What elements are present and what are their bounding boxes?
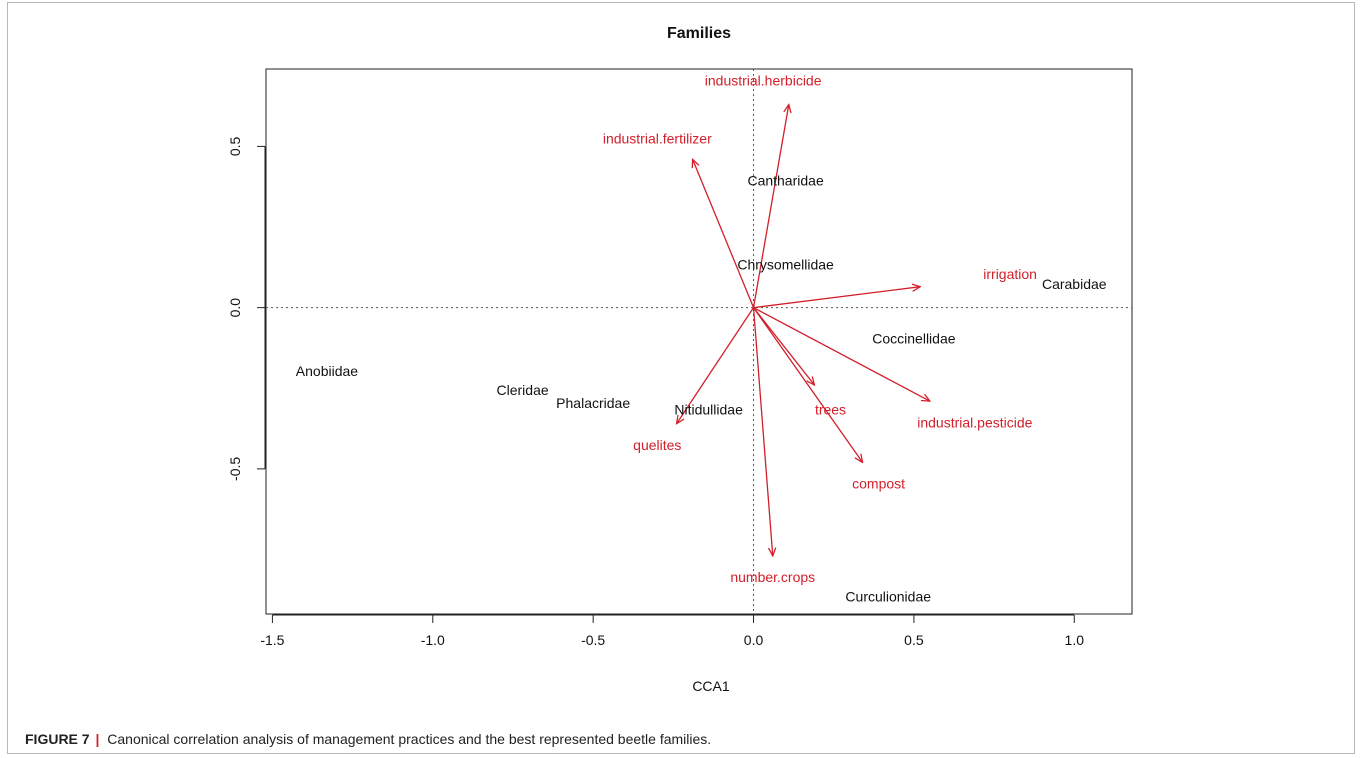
x-axis-label: CCA1 xyxy=(692,678,730,694)
species-label: Nitidullidae xyxy=(674,402,743,418)
figure-frame: Families -1.5 -1.0 -0.5 0.0 0.5 1.0 CCA1 -0.5 0.0… xyxy=(7,2,1355,754)
x-tick-label: 0.5 xyxy=(904,632,924,648)
species-label: Curculionidae xyxy=(845,589,931,605)
caption-separator: | xyxy=(95,731,100,747)
arrow-label: trees xyxy=(815,402,846,418)
chart-title: Families xyxy=(667,25,731,42)
arrow-compost xyxy=(752,307,863,463)
species-label: Chrysomellidae xyxy=(737,256,834,272)
x-tick-label: 0.0 xyxy=(744,632,764,648)
x-tick-label: 1.0 xyxy=(1065,632,1085,648)
species-label: Carabidae xyxy=(1042,276,1107,292)
y-tick-label: 0.0 xyxy=(227,298,243,318)
species-label: Cleridae xyxy=(497,382,549,398)
arrow-industrial-herbicide xyxy=(752,104,789,308)
arrow-label: quelites xyxy=(633,437,681,453)
y-tick-label: -0.5 xyxy=(227,457,243,481)
arrow-industrial-pesticide xyxy=(753,307,930,402)
arrow-label: number.crops xyxy=(730,569,815,585)
species-label: Phalacridae xyxy=(556,395,630,411)
arrow-industrial-fertilizer xyxy=(693,159,755,308)
arrow-label: industrial.herbicide xyxy=(705,73,822,89)
arrow-label: industrial.fertilizer xyxy=(603,131,712,147)
cca-biplot: Families -1.5 -1.0 -0.5 0.0 0.5 1.0 CCA1 -0.5 0.0… xyxy=(227,25,1133,694)
plot-area xyxy=(265,68,1133,615)
figure-caption: FIGURE 7 | Canonical correlation analysi… xyxy=(25,731,711,747)
arrow-label: industrial.pesticide xyxy=(917,414,1032,430)
x-tick-label: -1.0 xyxy=(421,632,445,648)
y-tick-label: 0.5 xyxy=(227,136,243,156)
arrow-trees xyxy=(753,307,815,385)
figure-label: FIGURE 7 xyxy=(25,731,90,747)
arrow-label: compost xyxy=(852,476,905,492)
arrow-label: irrigation xyxy=(983,266,1037,282)
arrow-number-crops xyxy=(752,307,773,556)
species-label: Coccinellidae xyxy=(872,331,955,347)
arrow-quelites xyxy=(677,307,755,424)
caption-text: Canonical correlation analysis of manage… xyxy=(107,731,712,747)
x-tick-label: -1.5 xyxy=(260,632,284,648)
species-label: Anobiidae xyxy=(296,363,358,379)
x-tick-label: -0.5 xyxy=(581,632,605,648)
arrow-irrigation xyxy=(753,287,921,309)
species-label: Cantharidae xyxy=(747,173,823,189)
